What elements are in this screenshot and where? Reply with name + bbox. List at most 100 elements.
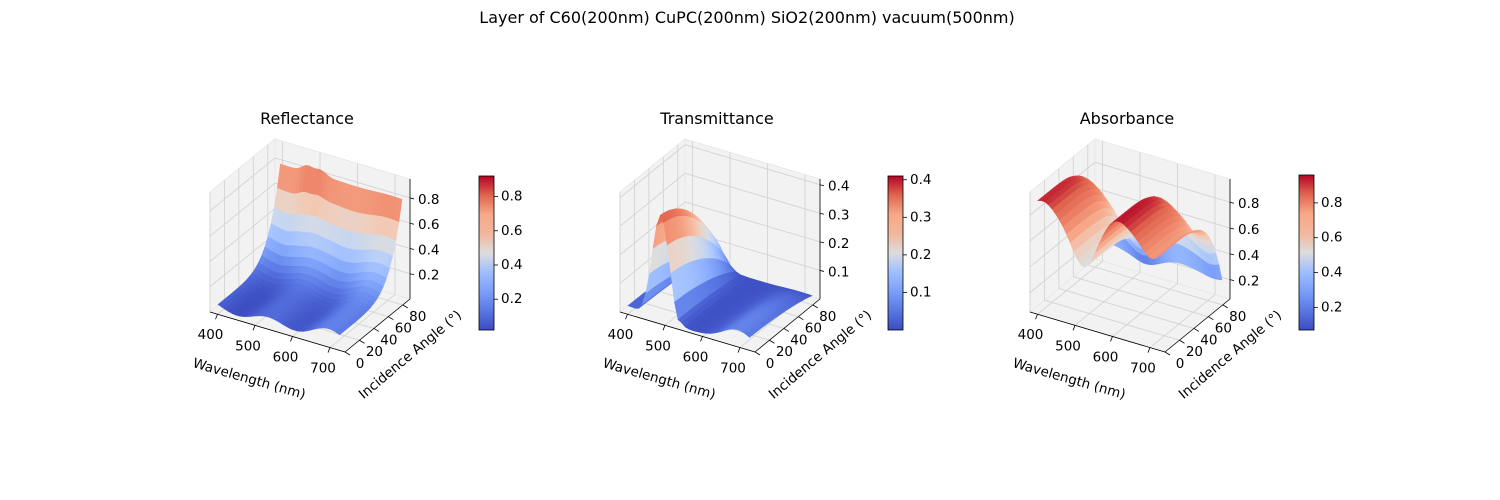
z-tick-mark [409, 248, 415, 250]
y-tick-mark [1208, 316, 1214, 321]
y-tick-label: 60 [805, 321, 822, 337]
y-tick-mark [1179, 339, 1185, 344]
gridline [1087, 264, 1223, 306]
x-tick-mark [1110, 336, 1113, 342]
colorbar-tick-label: 0.2 [501, 291, 522, 307]
colorbar-tick-label: 0.6 [501, 223, 522, 239]
colorbar-tick-label: 0.6 [1321, 230, 1342, 246]
z-tick-label: 0.6 [418, 217, 439, 233]
y-tick-label: 20 [776, 344, 793, 360]
z-tick-mark [1229, 227, 1235, 230]
gridline [619, 172, 686, 227]
z-tick-label: 0.2 [418, 268, 439, 284]
y-tick-mark [402, 304, 408, 309]
x-tick-label: 700 [310, 361, 336, 377]
y-tick-mark [359, 339, 365, 344]
x-tick-mark [662, 325, 666, 331]
x-tick-mark [737, 347, 741, 353]
gridline [1044, 299, 1180, 341]
axis-line [209, 311, 346, 353]
axis-line [344, 298, 411, 353]
x-tick-label: 400 [1018, 327, 1044, 343]
y-tick-mark [783, 328, 790, 332]
gridline [209, 208, 276, 262]
z-tick-mark [1229, 201, 1235, 204]
panel-title: Reflectance [260, 109, 354, 128]
surface-patch [1155, 253, 1163, 259]
y-tick-label: 40 [1200, 332, 1217, 348]
y-tick-mark [754, 351, 761, 356]
colorbar-tick-label: 0.3 [910, 209, 931, 225]
y-tick-label: 80 [1229, 309, 1246, 325]
gridline [274, 157, 411, 199]
x-tick-label: 600 [683, 349, 709, 365]
y-tick-label: 60 [1215, 321, 1232, 337]
colorbar-tick-label: 0.4 [910, 172, 931, 188]
x-tick-mark [1035, 314, 1038, 320]
x-tick-mark [700, 336, 703, 342]
colorbar [478, 175, 495, 331]
x-tick-label: 500 [1055, 338, 1081, 354]
gridline [684, 144, 821, 186]
y-tick-label: 0 [356, 356, 365, 372]
z-tick-label: 0.8 [418, 192, 439, 208]
gridline [209, 182, 276, 237]
colorbar-tick-label: 0.2 [910, 247, 931, 263]
x-tick-mark [1072, 325, 1076, 331]
gridline [1074, 271, 1141, 326]
z-tick-label: 0.6 [1238, 222, 1259, 238]
z-tick-mark [819, 212, 825, 215]
gridline [1037, 260, 1103, 315]
y-tick-label: 20 [1186, 344, 1203, 360]
colorbar [887, 175, 904, 331]
surface [217, 163, 403, 336]
axis-line [1164, 298, 1231, 353]
z-tick-label: 0.4 [418, 242, 439, 258]
gridline [329, 294, 396, 348]
colorbar-tick-label: 0.8 [1321, 195, 1342, 211]
z-tick-label: 0.2 [828, 236, 849, 252]
z-tick-label: 0.4 [828, 179, 849, 195]
y-tick-mark [1222, 304, 1228, 309]
axis-line [754, 298, 821, 353]
gridline [684, 172, 821, 214]
y-tick-label: 0 [766, 356, 775, 372]
z-tick-label: 0.2 [1238, 274, 1259, 290]
figure-suptitle: Layer of C60(200nm) CuPC(200nm) SiO2(200… [479, 8, 1014, 27]
axis-line [1029, 311, 1166, 353]
y-tick-mark [1193, 328, 1200, 332]
surface-patch [745, 331, 754, 338]
x-tick-label: 500 [235, 338, 261, 354]
colorbar-tick-label: 0.4 [501, 257, 522, 273]
gridline [619, 144, 686, 199]
y-tick-mark [798, 316, 804, 321]
y-tick-mark [1164, 351, 1171, 356]
y-tick-label: 40 [380, 332, 397, 348]
z-tick-mark [409, 197, 415, 200]
gridline [1073, 276, 1209, 318]
y-tick-label: 60 [395, 321, 412, 337]
x-tick-label: 500 [645, 338, 671, 354]
colorbar [1298, 174, 1315, 331]
panel-title: Transmittance [659, 109, 773, 128]
surface-patch [335, 329, 344, 336]
x-tick-label: 700 [1130, 361, 1156, 377]
z-tick-mark [1229, 253, 1235, 256]
x-tick-mark [290, 336, 293, 342]
gridline [1058, 288, 1195, 329]
colorbar-tick-label: 0.2 [1321, 299, 1342, 315]
x-tick-label: 700 [720, 361, 746, 377]
x-tick-label: 600 [273, 349, 299, 365]
colorbar-tick-label: 0.1 [910, 284, 931, 300]
x-tick-label: 600 [1093, 349, 1119, 365]
axis-line [619, 311, 756, 353]
y-tick-label: 40 [790, 332, 807, 348]
z-tick-mark [819, 184, 825, 187]
x-tick-mark [1147, 347, 1151, 353]
x-tick-mark [327, 347, 331, 353]
z-tick-mark [819, 270, 825, 272]
z-tick-label: 0.4 [1238, 248, 1259, 264]
